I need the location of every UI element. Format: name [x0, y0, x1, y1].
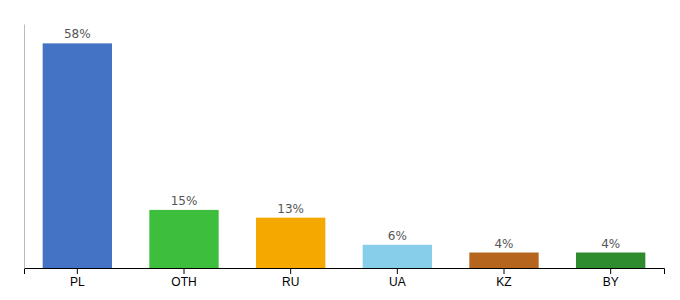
x-tick-mark [77, 268, 78, 274]
x-axis-line [25, 269, 665, 275]
x-tick-mark [610, 268, 611, 274]
x-tick: UA [389, 268, 406, 289]
x-tick: RU [282, 268, 299, 289]
bar [363, 245, 432, 268]
x-tick-label: RU [282, 275, 299, 289]
bar [469, 253, 538, 268]
x-tick-mark [397, 268, 398, 274]
y-axis [24, 25, 25, 269]
data-labels: 58% 15% 13% 6% 4% 4% [64, 27, 620, 250]
x-tick-mark [504, 268, 505, 274]
x-tick-mark [184, 268, 185, 274]
data-label: 4% [494, 237, 513, 251]
x-tick-label: PL [70, 275, 85, 289]
bar [576, 253, 645, 268]
chart: 58% 15% 13% 6% 4% 4% PL OTH RU UA KZ BY [0, 0, 680, 300]
x-tick: BY [603, 268, 619, 289]
x-tick: OTH [171, 268, 196, 289]
x-tick-label: OTH [171, 275, 196, 289]
bar [43, 43, 112, 268]
data-label: 58% [64, 27, 91, 41]
data-label: 4% [601, 237, 620, 251]
x-tick-label: BY [603, 275, 619, 289]
x-axis: PL OTH RU UA KZ BY [25, 268, 665, 289]
x-tick: KZ [496, 268, 511, 289]
bars [43, 43, 646, 268]
bar [256, 218, 325, 268]
data-label: 15% [171, 194, 198, 208]
plot: 58% 15% 13% 6% 4% 4% PL OTH RU UA KZ BY [25, 25, 665, 289]
x-tick-label: UA [389, 275, 406, 289]
y-axis-line [24, 25, 25, 269]
data-label: 6% [388, 229, 407, 243]
x-tick-mark [290, 268, 291, 274]
x-tick-label: KZ [496, 275, 511, 289]
bar [149, 210, 218, 268]
x-tick: PL [70, 268, 85, 289]
data-label: 13% [277, 202, 304, 216]
